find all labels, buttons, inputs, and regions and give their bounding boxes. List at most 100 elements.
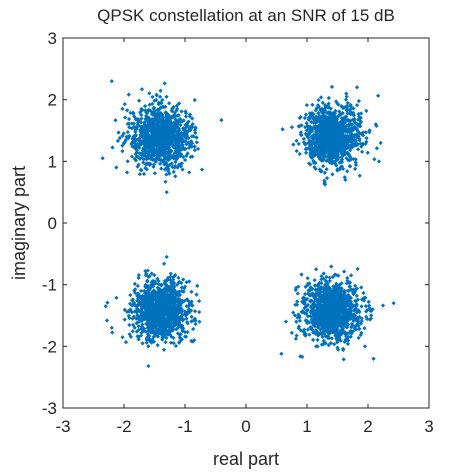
data-point (166, 156, 171, 161)
data-point (297, 313, 302, 319)
data-point (334, 284, 340, 289)
data-point (328, 121, 333, 126)
data-point (166, 306, 172, 311)
data-point (331, 113, 336, 119)
data-point (320, 127, 325, 132)
data-point (168, 271, 173, 276)
data-point (194, 292, 199, 297)
data-point (340, 294, 346, 299)
data-point (335, 288, 340, 293)
data-point (362, 344, 368, 349)
data-point (321, 113, 326, 118)
data-point (309, 292, 314, 297)
data-point (192, 309, 198, 314)
data-point (310, 155, 315, 160)
data-point (152, 171, 157, 176)
data-point (353, 283, 358, 288)
data-point (151, 105, 157, 110)
data-point (180, 167, 185, 172)
data-point (151, 164, 156, 169)
data-point (342, 307, 347, 312)
data-point (323, 285, 328, 290)
data-point (316, 333, 321, 338)
data-point (175, 326, 180, 331)
data-point (330, 149, 335, 154)
data-point (371, 356, 376, 361)
data-point (330, 291, 336, 296)
data-point (315, 131, 320, 137)
data-point (295, 291, 300, 296)
data-point (125, 108, 130, 113)
data-point (342, 128, 347, 133)
data-point (164, 254, 169, 260)
data-point (333, 108, 338, 114)
data-point (353, 162, 359, 168)
data-point (335, 121, 340, 126)
data-point (178, 305, 183, 310)
data-point (320, 310, 325, 315)
data-point (308, 299, 313, 304)
data-point (137, 300, 143, 306)
data-point (195, 283, 200, 288)
data-point (149, 271, 154, 276)
data-point (329, 145, 334, 150)
data-point (314, 329, 319, 334)
data-point (105, 300, 110, 305)
data-point (358, 119, 364, 124)
data-point (353, 160, 358, 165)
data-point (322, 170, 328, 175)
data-point (354, 293, 359, 299)
data-point (348, 107, 353, 112)
data-point (302, 327, 307, 332)
data-point (166, 167, 171, 172)
data-point (171, 315, 177, 320)
data-point (347, 281, 352, 286)
data-point (136, 273, 141, 278)
data-point (137, 316, 142, 321)
data-point (110, 330, 115, 335)
data-point (171, 154, 176, 159)
data-point (125, 159, 130, 164)
data-point (326, 145, 331, 150)
data-point (303, 112, 309, 117)
data-point (165, 131, 170, 136)
data-point (328, 309, 333, 314)
data-point (346, 293, 351, 298)
data-point (339, 297, 344, 302)
data-point (338, 320, 343, 325)
data-point (308, 285, 313, 290)
data-point (349, 325, 354, 330)
data-point (372, 157, 377, 162)
data-point (168, 340, 174, 345)
data-point (338, 324, 343, 329)
data-point (140, 322, 145, 327)
data-point (334, 333, 340, 338)
data-point (172, 274, 177, 279)
data-point (126, 92, 131, 97)
data-point (324, 288, 329, 293)
data-point (328, 134, 333, 140)
data-point (147, 273, 152, 279)
data-point (333, 290, 338, 295)
data-point (171, 127, 176, 133)
data-point (378, 140, 383, 145)
data-point (141, 171, 147, 177)
data-point (133, 117, 138, 122)
data-point (199, 167, 205, 172)
data-point (279, 351, 284, 356)
data-point (335, 136, 340, 142)
data-point (183, 334, 189, 339)
data-point (158, 105, 164, 110)
data-point (348, 110, 353, 115)
data-point (122, 317, 127, 322)
data-point (336, 347, 341, 352)
data-point (340, 144, 345, 149)
data-point (183, 114, 189, 119)
data-point (354, 103, 360, 108)
data-point (334, 320, 339, 326)
data-point (136, 327, 141, 333)
data-point (127, 133, 132, 139)
data-point (363, 295, 368, 300)
data-point (190, 116, 195, 121)
data-point (150, 94, 155, 100)
